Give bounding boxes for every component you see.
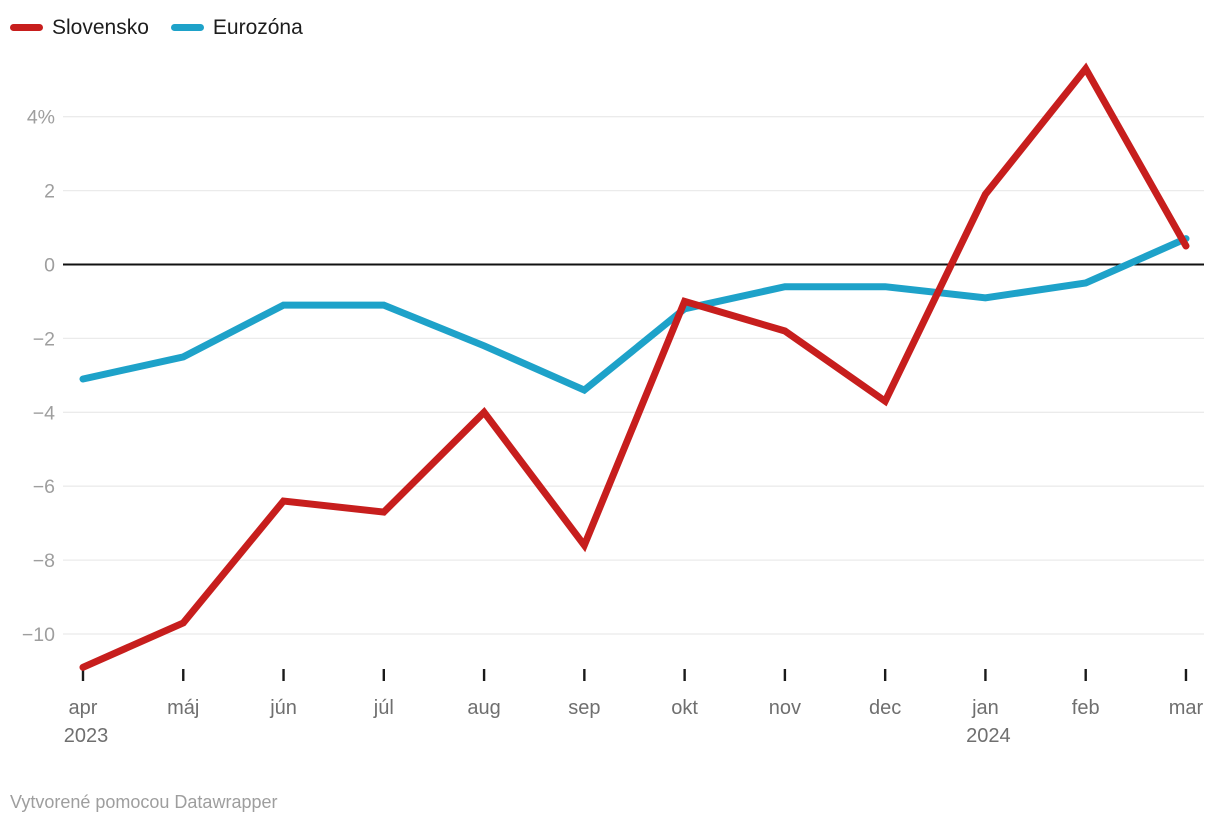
legend-item-slovensko: Slovensko [10,17,149,38]
y-axis-tick-label: −6 [33,476,55,498]
slovensko-line-swatch [10,24,43,31]
x-axis-year-label: 2023 [64,725,109,747]
eurozona-line-swatch [170,24,204,31]
x-axis-month-label: jan [971,697,999,719]
series-line-eurozona [79,235,1190,395]
x-axis-month-label: nov [769,697,801,719]
x-axis-month-label: júl [373,697,394,719]
y-axis-tick-label: −10 [22,624,55,646]
legend: Slovensko Eurozóna [10,17,303,38]
line-chart: 4% 2 0 −2 −4 −6 −8 −10 apr máj jún júl aug sep okt nov d… [22,62,1204,747]
x-axis-month-label: jún [269,697,297,719]
y-axis-tick-label: 2 [44,181,55,203]
y-axis-tick-label: −4 [33,402,55,424]
legend-label-slovensko: Slovensko [52,16,149,39]
x-axis-year-label: 2024 [966,725,1011,747]
series-line-slovensko [79,62,1190,671]
legend-label-eurozona: Eurozóna [212,16,303,39]
y-axis-tick-label: 0 [44,255,55,277]
x-axis-month-label: apr [69,697,98,719]
legend-item-eurozona: Eurozóna [170,16,303,39]
x-axis-month-label: mar [1169,697,1204,719]
y-axis-tick-label: 4% [27,107,55,129]
x-axis-month-label: máj [167,697,199,719]
x-axis-month-label: dec [869,697,901,719]
datawrapper-attribution-link[interactable]: Vytvorené pomocou Datawrapper [10,792,278,812]
x-axis-month-label: aug [467,697,500,719]
x-axis-month-label: okt [671,697,698,719]
y-axis-tick-label: −2 [33,328,55,350]
x-axis-month-label: sep [568,697,600,719]
y-axis-tick-label: −8 [33,550,55,572]
x-axis-month-label: feb [1072,697,1100,719]
